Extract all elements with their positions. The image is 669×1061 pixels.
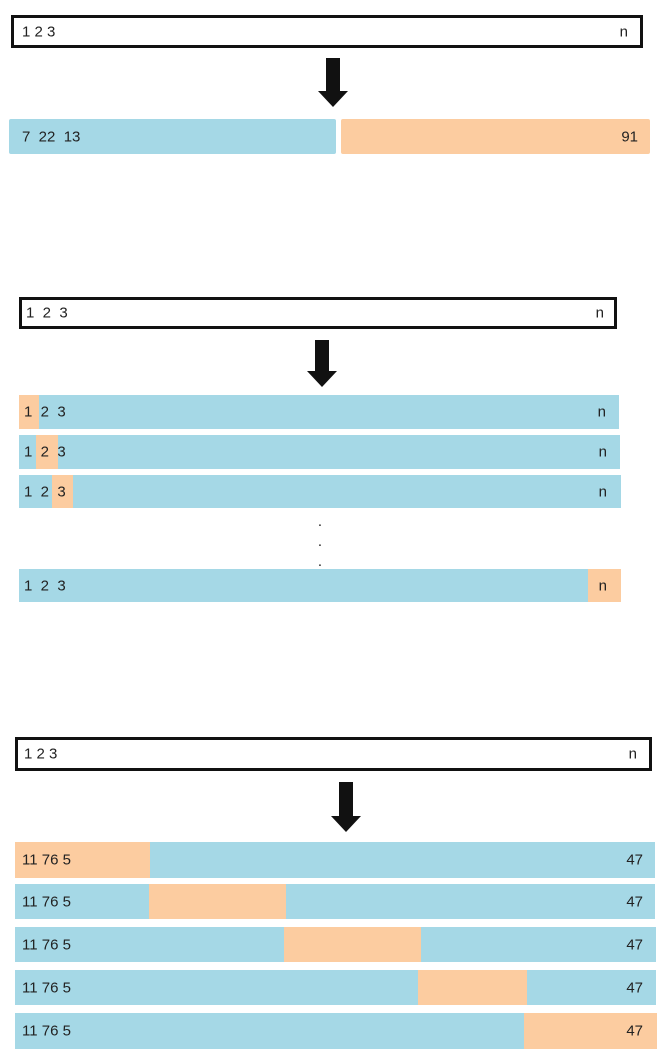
panel3-row-4: 11 76 5 47 [15,970,656,1005]
panel2-row-2-end: n [598,443,607,461]
panel3-row-5-end: 47 [626,1022,643,1040]
panel2-row-n-end: n [598,577,607,594]
panel3-row-5: 11 76 5 47 [15,1013,657,1049]
panel2-row-2-test-segment [36,435,58,469]
panel1-left-part: 7 22 13 [9,119,336,154]
panel3-row-3-end: 47 [626,936,643,953]
panel3-row-3: 11 76 5 47 [15,927,656,962]
panel2-row-1-end: n [597,403,606,421]
panel2-row-3-end: n [598,483,607,500]
panel2-row-n-start: 1 2 3 [24,577,66,594]
panel3-row-4-test-segment [418,970,527,1005]
panel3-row-2-start: 11 76 5 [22,893,71,910]
panel2-row-n: 1 2 3 n [19,569,621,602]
panel3-row-3-test-segment [284,927,421,962]
panel3-row-2-test-segment [149,884,286,919]
panel3-input-end: n [628,745,637,763]
panel2-input-end: n [595,304,604,322]
panel2-input-box: 1 2 3 n [19,297,617,329]
panel3-row-5-start: 11 76 5 [22,1022,71,1040]
panel2-row-1-start: 1 2 3 [24,403,66,421]
panel1-left-label: 7 22 13 [22,128,81,145]
panel2-row-n-test-segment [588,569,621,602]
panel1-input-box: 1 2 3 n [11,15,643,48]
panel1-input-start: 1 2 3 [22,23,56,40]
panel3-row-4-start: 11 76 5 [22,979,71,996]
panel2-ellipsis: . . . [317,513,323,570]
panel3-row-2-end: 47 [626,893,643,910]
panel3-row-1: 11 76 5 47 [15,842,655,878]
panel3-row-1-test-segment [15,842,150,878]
panel3-row-1-start: 11 76 5 [22,851,71,869]
panel2-row-3-start: 1 2 3 [24,483,66,500]
panel2-row-1: 1 2 3 n [19,395,619,429]
panel2-row-2: 1 2 3 n [19,435,620,469]
panel2-row-3: 1 2 3 n [19,475,621,508]
panel3-row-5-test-segment [524,1013,657,1049]
panel1-input-end: n [619,23,628,40]
panel2-row-3-test-segment [52,475,73,508]
panel3-input-start: 1 2 3 [24,745,58,763]
panel3-row-3-start: 11 76 5 [22,936,71,953]
panel3-input-box: 1 2 3 n [15,737,652,771]
panel2-input-start: 1 2 3 [26,304,68,322]
panel1-right-part: 91 [341,119,650,154]
panel1-down-arrow-icon [318,58,348,108]
panel2-row-2-start: 1 2 3 [24,443,66,461]
panel3-down-arrow-icon [331,782,361,833]
panel3-row-1-end: 47 [626,851,643,869]
panel2-down-arrow-icon [307,340,337,388]
panel2-row-1-test-segment [19,395,39,429]
panel3-row-4-end: 47 [626,979,643,996]
panel3-row-2: 11 76 5 47 [15,884,655,919]
panel1-right-label: 91 [621,128,638,145]
